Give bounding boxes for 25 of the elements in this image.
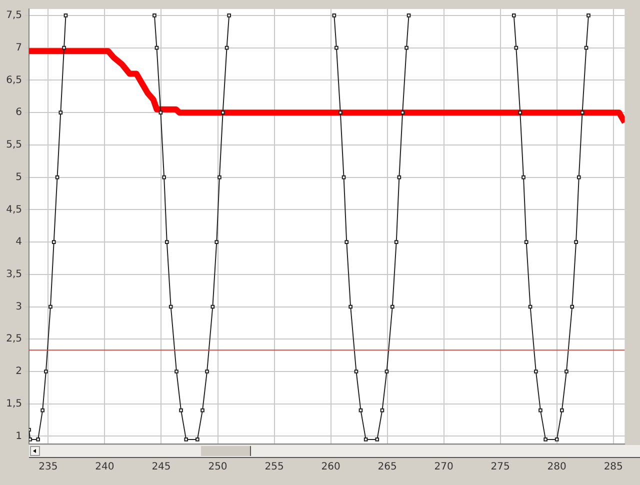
- y-tick-label: 4,5: [6, 204, 22, 216]
- y-tick-label: 7: [16, 42, 22, 54]
- x-tick-label: 260: [321, 462, 340, 473]
- y-tick-label: 2,5: [6, 334, 22, 345]
- y-tick-label: 5: [16, 172, 22, 183]
- y-tick-label: 2: [16, 366, 22, 378]
- x-tick-label: 285: [604, 462, 623, 473]
- x-tick-label: 250: [208, 462, 228, 473]
- x-tick-label: 235: [38, 462, 58, 473]
- x-tick-label: 255: [264, 462, 284, 473]
- x-tick-label: 275: [490, 462, 510, 473]
- x-tick-label: 245: [152, 462, 171, 473]
- y-tick-label: 7,5: [6, 10, 22, 22]
- y-tick-label: 4: [16, 236, 22, 248]
- y-tick-label: 1: [16, 430, 22, 442]
- x-tick-label: 265: [378, 462, 397, 473]
- y-tick-label: 5,5: [6, 140, 22, 151]
- y-tick-label: 1,5: [6, 398, 22, 410]
- y-tick-label: 6: [16, 107, 22, 118]
- x-tick-label: 270: [434, 462, 454, 473]
- y-tick-label: 3,5: [6, 268, 22, 280]
- y-tick-label: 3: [16, 301, 22, 312]
- x-tick-label: 280: [547, 462, 566, 473]
- x-tick-label: 240: [95, 462, 114, 473]
- y-tick-label: 6,5: [6, 74, 22, 86]
